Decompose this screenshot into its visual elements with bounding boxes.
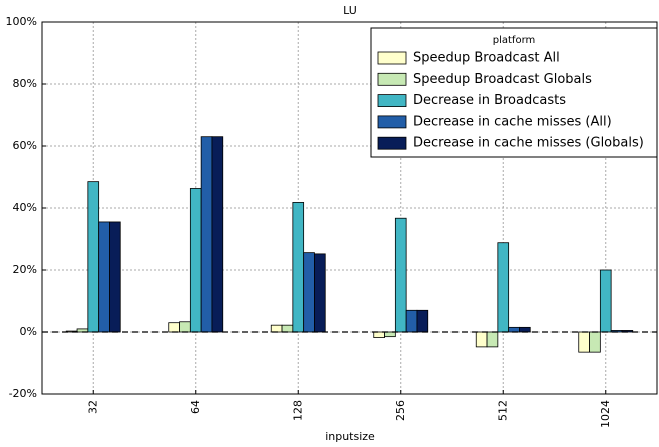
x-tick-label: 64: [189, 400, 202, 414]
bar: [211, 136, 224, 333]
bar: [314, 253, 326, 333]
bar: [497, 242, 510, 333]
bar: [270, 324, 283, 333]
y-tick-label: 20%: [13, 263, 37, 276]
legend-swatch: [377, 136, 407, 150]
bar: [475, 331, 488, 348]
x-tick-label: 256: [394, 400, 407, 421]
bar: [109, 221, 121, 333]
bar: [508, 326, 520, 333]
bar: [292, 202, 305, 333]
bar: [384, 331, 396, 338]
bar: [303, 252, 315, 333]
plot-frame: [41, 21, 658, 395]
bar: [189, 188, 202, 333]
y-tick-label: 100%: [6, 15, 37, 28]
bar: [98, 221, 110, 333]
legend-swatch: [377, 51, 407, 65]
y-tick-label: 60%: [13, 139, 37, 152]
bar: [373, 331, 385, 338]
bar: [405, 309, 418, 333]
x-tick-label: 128: [291, 400, 304, 421]
x-tick-label: 512: [496, 400, 509, 421]
bar: [599, 269, 612, 333]
bar: [486, 331, 499, 348]
x-axis-label: inputsize: [325, 430, 375, 443]
y-tick-label: -20%: [9, 387, 37, 400]
bar: [578, 331, 590, 353]
legend-box: [370, 27, 658, 158]
bar: [589, 331, 601, 353]
bar: [168, 322, 180, 333]
legend-swatch: [377, 94, 407, 107]
legend-label: Speedup Broadcast All: [413, 51, 560, 66]
bar: [519, 326, 531, 333]
bar: [416, 309, 429, 333]
legend-swatch: [377, 115, 407, 129]
chart-title: LU: [343, 4, 357, 17]
legend-label: Speedup Broadcast Globals: [413, 72, 592, 87]
x-tick-label: 1024: [599, 400, 612, 428]
x-tick-label: 32: [86, 400, 99, 414]
legend-label: Decrease in Broadcasts: [413, 93, 566, 108]
bar: [87, 181, 100, 333]
bar: [179, 321, 191, 333]
y-tick-label: 80%: [13, 77, 37, 90]
legend-label: Decrease in cache misses (Globals): [413, 136, 644, 151]
legend-label: Decrease in cache misses (All): [413, 114, 612, 129]
y-tick-label: 0%: [20, 325, 37, 338]
bar: [200, 136, 213, 333]
bar: [281, 324, 294, 333]
bar: [394, 217, 407, 333]
y-tick-label: 40%: [13, 201, 37, 214]
legend-swatch: [377, 72, 407, 86]
legend-title: platform: [493, 35, 536, 46]
